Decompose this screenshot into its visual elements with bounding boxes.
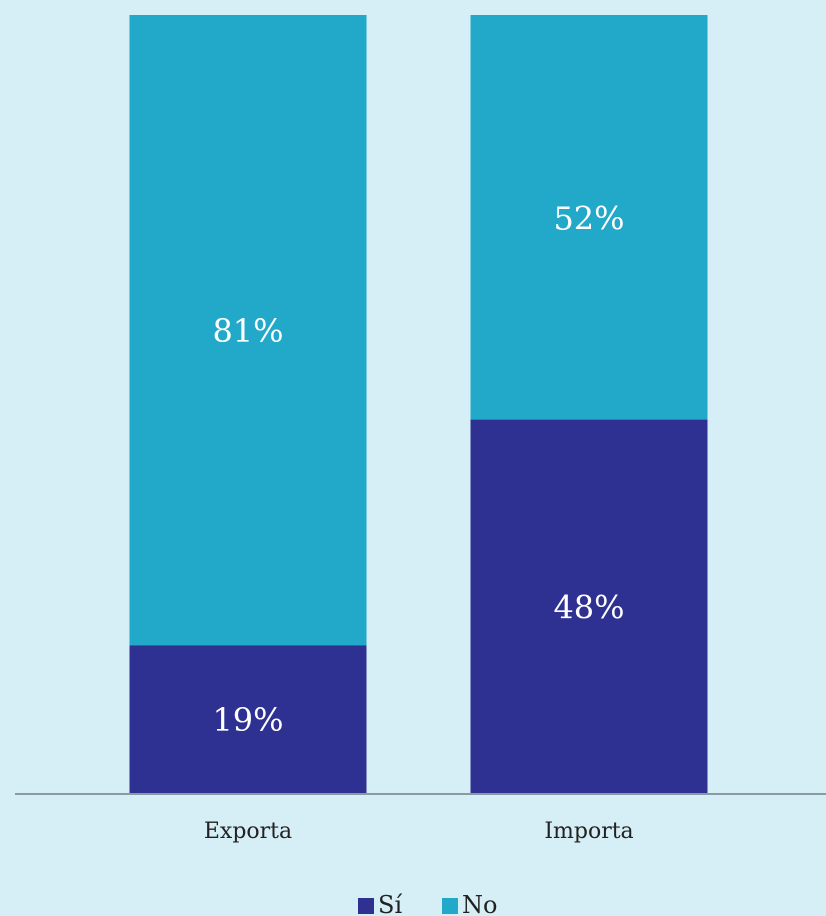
legend-swatch-si xyxy=(358,898,374,914)
category-label-exporta: Exporta xyxy=(204,819,292,844)
bar-segment-si-exporta xyxy=(129,645,367,793)
bars-layer: 19% 81% 48% 52% xyxy=(129,15,708,793)
bar-segment-no-importa xyxy=(470,15,708,420)
category-labels: Exporta Importa xyxy=(204,819,634,844)
bar-segment-si-importa xyxy=(470,419,708,793)
category-label-importa: Importa xyxy=(544,819,633,844)
data-label-no-importa: 52% xyxy=(553,199,624,237)
bar-segment-no-exporta xyxy=(129,15,367,646)
data-label-no-exporta: 81% xyxy=(212,312,283,350)
data-label-si-importa: 48% xyxy=(553,588,624,626)
legend: Sí No xyxy=(358,891,497,916)
legend-swatch-no xyxy=(442,898,458,914)
legend-label-si: Sí xyxy=(378,891,402,916)
data-label-si-exporta: 19% xyxy=(212,701,283,739)
legend-label-no: No xyxy=(462,891,497,916)
